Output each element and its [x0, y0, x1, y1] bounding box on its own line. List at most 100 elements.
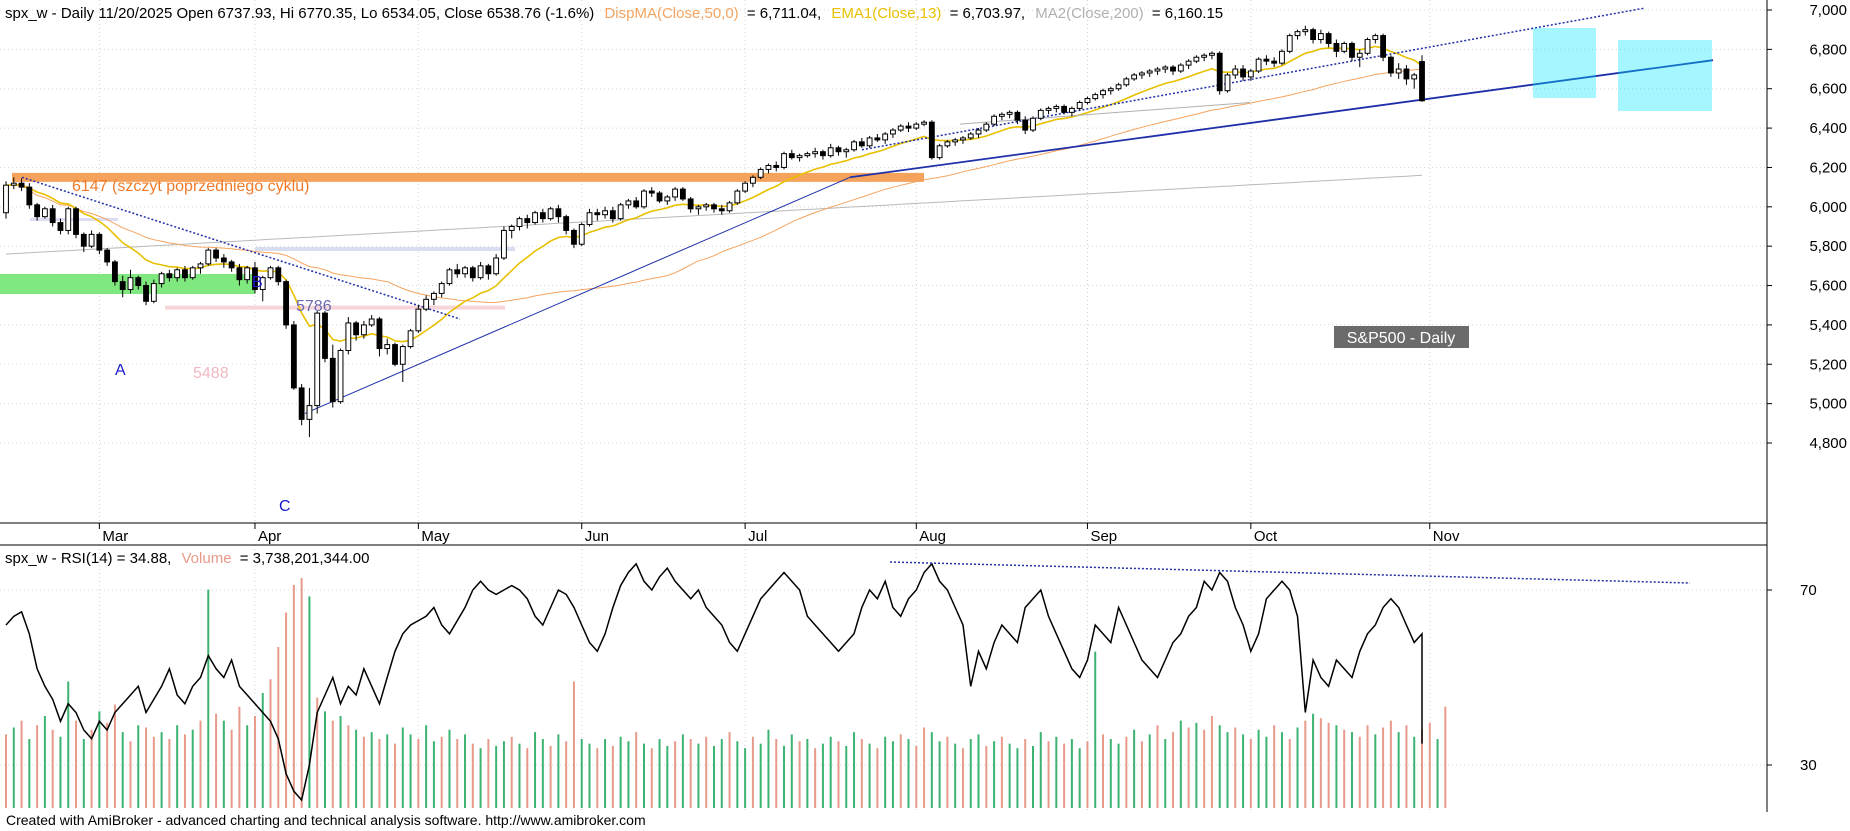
candle-body [205, 249, 212, 265]
prev-cycle-peak-label: 6147 (szczyt poprzedniego cyklu) [72, 178, 309, 195]
candle-body [244, 267, 251, 281]
highlight-boxes [1533, 28, 1712, 111]
date-tick-label: Jul [748, 528, 767, 545]
candle-body [1092, 94, 1099, 100]
candle-body [998, 113, 1005, 117]
candle-body [1224, 74, 1231, 92]
candle-body [1310, 29, 1316, 41]
candle-body [1372, 35, 1379, 41]
rsi-line-path [5, 562, 1423, 802]
candle-body [586, 212, 593, 226]
candle-body [298, 387, 305, 420]
candle-body [555, 208, 562, 218]
date-axis-ticks: Mar Apr May Jun Jul Aug Sep Oct Nov [98, 523, 1460, 545]
candle-body [866, 137, 873, 147]
candle-body [1255, 58, 1262, 72]
candle-body [438, 283, 445, 294]
price-tick-label: 5,000 [1809, 396, 1847, 413]
candle-body [1395, 68, 1402, 74]
candle-body [197, 263, 204, 269]
title-box [1334, 326, 1469, 348]
candle-body [259, 277, 266, 290]
candle-body [306, 405, 313, 420]
candle-body [921, 121, 927, 125]
candle-body [252, 267, 258, 290]
highlight-box [1533, 28, 1596, 98]
candle-body [578, 224, 585, 245]
candle-body [656, 192, 663, 202]
candle-body [1131, 74, 1138, 80]
candle-body [1162, 66, 1169, 70]
candle-body [353, 322, 360, 336]
candle-body [454, 269, 461, 275]
candle-body [858, 141, 865, 147]
point-a-label: A [115, 362, 126, 379]
candle-body [835, 147, 842, 153]
candle-body [88, 233, 95, 247]
candle-body [3, 184, 9, 214]
candle-body [1037, 109, 1044, 119]
candle-body [1170, 66, 1176, 72]
candle-body [213, 249, 219, 259]
candle-body [936, 145, 943, 159]
candle-body [135, 277, 142, 287]
candle-body [781, 153, 787, 168]
candle-body [150, 283, 157, 302]
candle-body [687, 198, 694, 210]
candle-body [672, 188, 679, 198]
rsi-line [5, 561, 1691, 802]
candle-body [1107, 88, 1114, 92]
candle-body [174, 269, 181, 279]
candle-body [112, 261, 118, 283]
candle-body [1294, 31, 1301, 37]
candle-body [1411, 74, 1418, 80]
candle-body [788, 153, 795, 159]
candle-body [322, 312, 328, 359]
candle-body [1247, 70, 1254, 78]
candle-body [275, 267, 282, 283]
candle-body [57, 222, 64, 231]
upper-channel-line [861, 7, 1646, 151]
candle-body [641, 190, 647, 208]
candle-body [446, 269, 453, 285]
candle-body [392, 344, 398, 365]
price-tick-label: 7,000 [1809, 2, 1847, 19]
price-tick-label: 5,800 [1809, 238, 1847, 255]
candle-body [524, 218, 531, 224]
price-tick-label: 6,800 [1809, 41, 1847, 58]
candle-body [967, 133, 974, 139]
candle-body [360, 324, 367, 336]
candle-body [267, 267, 274, 279]
candle-body [1387, 56, 1394, 74]
candle-body [384, 344, 391, 350]
candle-body [1325, 33, 1332, 44]
candle-body [1240, 68, 1246, 78]
rsi-divergence-line [889, 561, 1691, 584]
rsi-tick-label: 70 [1800, 582, 1817, 599]
candle-body [594, 212, 601, 216]
candle-body [960, 137, 966, 141]
candle-body [501, 229, 507, 259]
volume-bars [5, 578, 1447, 808]
candle-body [1014, 111, 1021, 121]
candle-body [18, 182, 25, 188]
candle-body [283, 281, 289, 326]
point-c-label: C [279, 498, 291, 515]
candle-body [749, 176, 756, 184]
candle-body [119, 281, 126, 290]
candle-body [539, 212, 546, 220]
price-axis-ticks: 7,000 6,800 6,600 6,400 6,200 6,000 5,800 5,600… [1767, 2, 1847, 452]
candle-body [1279, 50, 1285, 64]
candle-body [1030, 117, 1036, 131]
candle-body [1263, 58, 1270, 62]
candle-body [983, 123, 990, 131]
candle-body [1061, 105, 1068, 113]
candle-body [1419, 61, 1425, 102]
candle-body [423, 298, 430, 310]
candle-body [1380, 35, 1387, 58]
candle-body [493, 257, 500, 275]
ma200-value: = 6,160.15 [1152, 5, 1223, 22]
candle-body [742, 182, 749, 192]
price-header-prefix: spx_w - Daily 11/20/2025 Open 6737.93, H… [5, 5, 594, 22]
candle-body [928, 121, 935, 159]
